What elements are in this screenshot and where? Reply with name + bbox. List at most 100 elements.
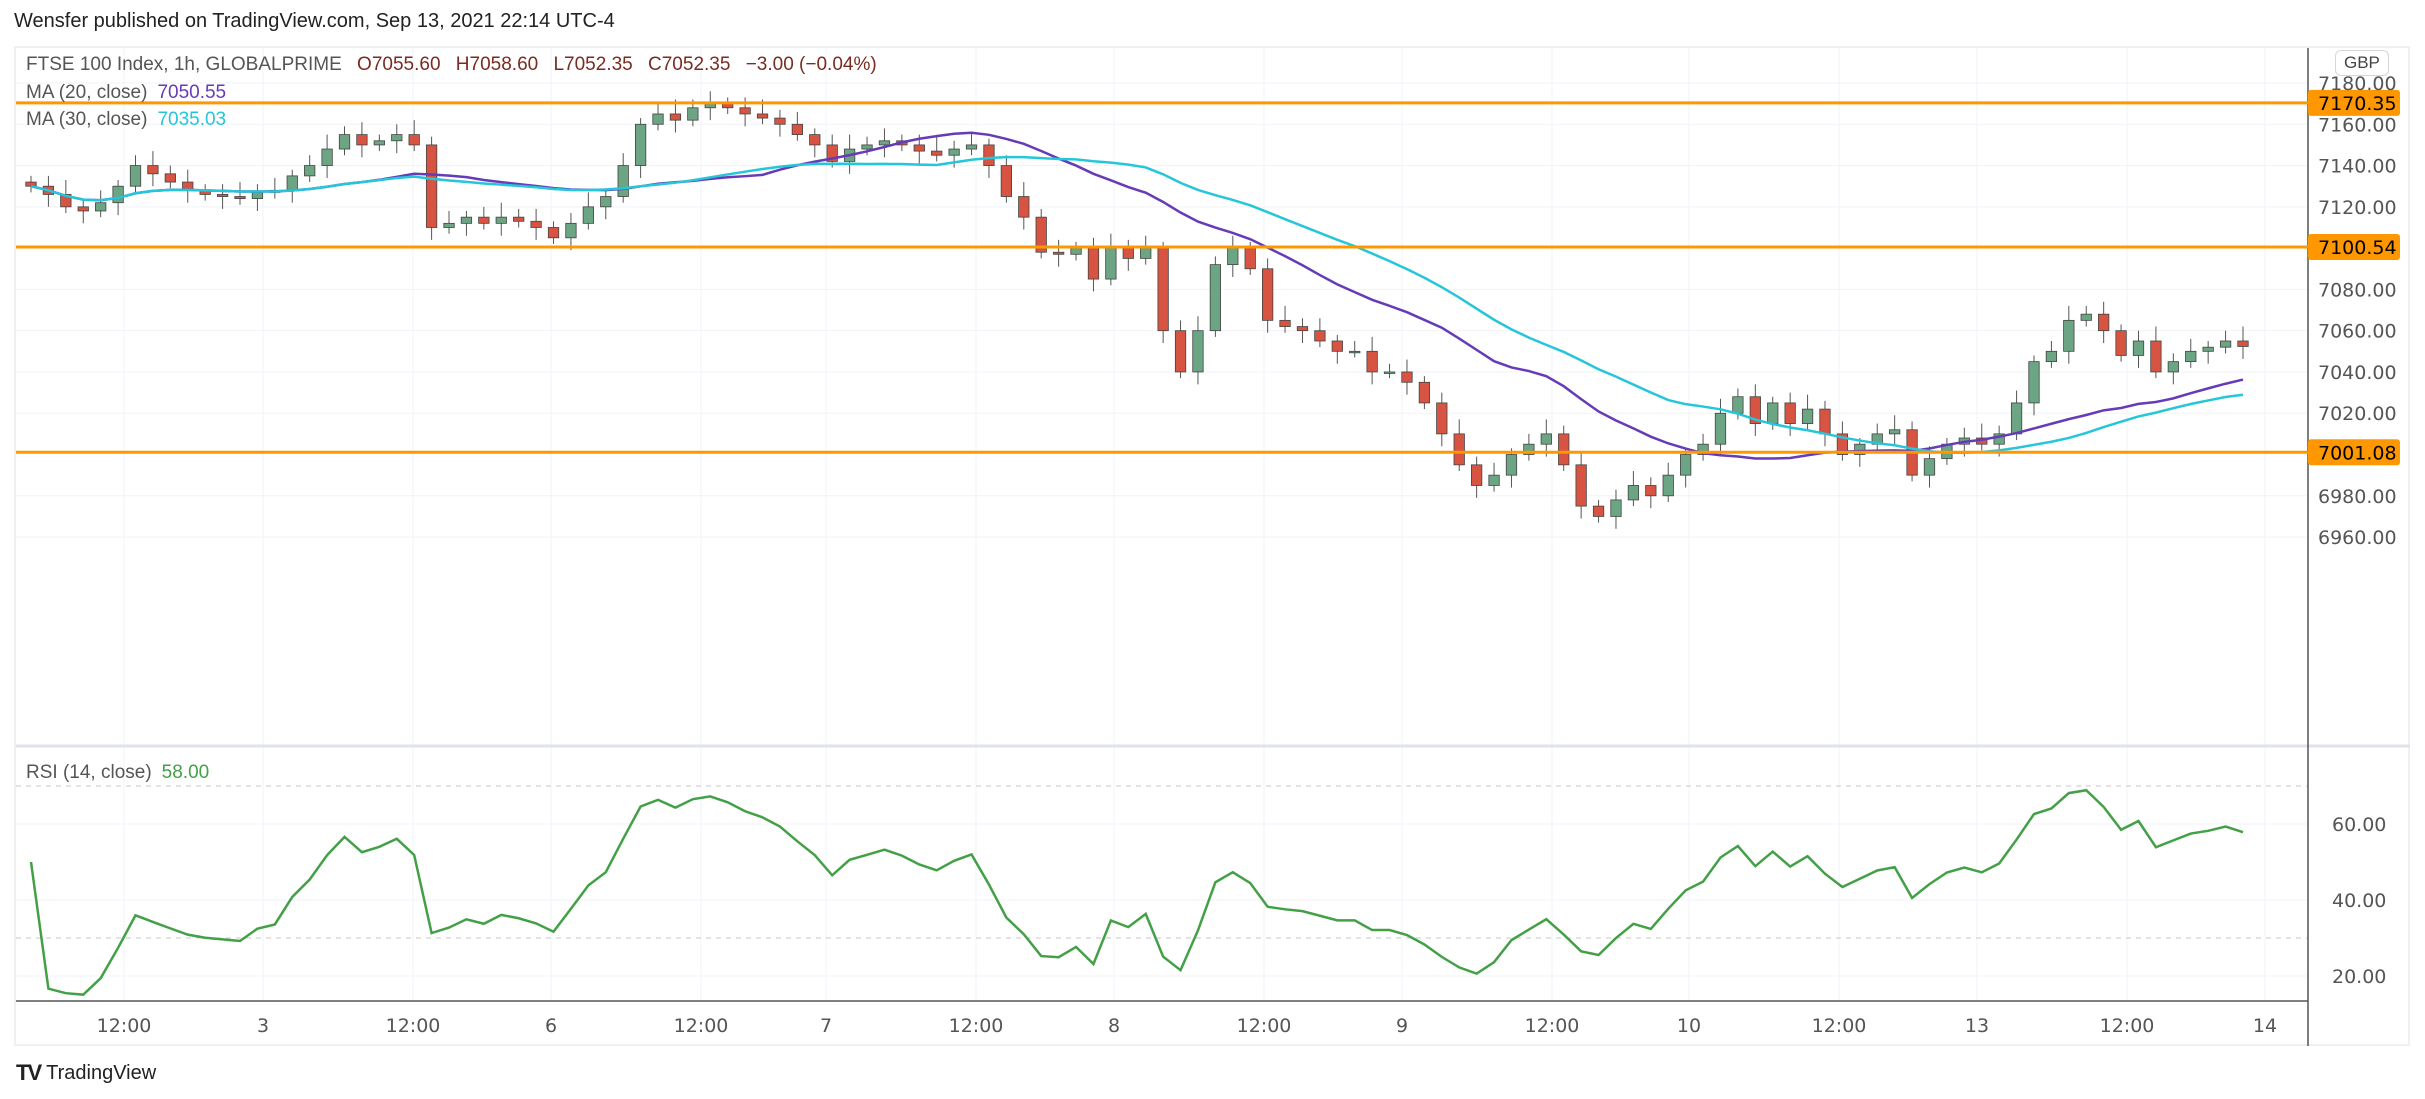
candle-up [1610, 499, 1622, 517]
price-tick-label: 7180.00 [2318, 73, 2397, 95]
ma30-legend[interactable]: MA (30, close) 7035.03 [26, 109, 236, 131]
time-tick-label: 10 [1677, 1015, 1701, 1037]
candle-down [1035, 216, 1047, 253]
candle-up [391, 134, 403, 142]
rsi-label: RSI (14, close) [26, 762, 152, 783]
candle-down [1331, 340, 1343, 352]
open-value: O7055.60 [357, 54, 441, 75]
rsi-value: 58.00 [161, 762, 210, 783]
candle-up [1993, 433, 2005, 445]
candle-up [2028, 361, 2040, 404]
candle-up [652, 113, 664, 125]
candle-up [1923, 458, 1936, 476]
published-caption: Wensfer published on TradingView.com, Se… [14, 10, 615, 32]
candle-up [2202, 346, 2214, 352]
candle-down [826, 144, 838, 162]
candle-up [1627, 485, 1640, 501]
currency-button[interactable]: GBP [2335, 50, 2389, 76]
candle-up [338, 134, 351, 150]
rsi-tick-label: 60.00 [2332, 814, 2386, 836]
candle-up [2219, 340, 2232, 348]
candle-up [1140, 247, 1152, 259]
price-tick-label: 7060.00 [2318, 321, 2397, 343]
candle-down [425, 144, 438, 228]
price-level-label: 7170.35 [2318, 93, 2397, 115]
price-tick-label: 7160.00 [2318, 114, 2397, 136]
candle-up [565, 222, 577, 239]
time-tick-label: 12:00 [1237, 1015, 1292, 1037]
symbol-name: FTSE 100 Index, 1h, GLOBALPRIME [26, 54, 342, 75]
candle-up [251, 191, 264, 199]
tradingview-logo-icon: TV [16, 1060, 42, 1085]
change-value: −3.00 (−0.04%) [745, 54, 877, 75]
candle-up [1070, 247, 1082, 255]
candle-down [1174, 330, 1187, 373]
candle-down [1262, 268, 1274, 321]
candle-up [321, 148, 333, 166]
time-tick-label: 9 [1396, 1015, 1408, 1037]
candle-down [1122, 247, 1134, 259]
candle-up [1680, 454, 1692, 476]
candle-up [1105, 247, 1117, 280]
tradingview-logo: TV TradingView [16, 1060, 156, 1086]
candle-down [1366, 350, 1378, 373]
candle-up [2132, 340, 2145, 356]
time-tick-label: 7 [820, 1015, 832, 1037]
candle-down [1436, 402, 1448, 435]
candle-up [1732, 396, 1744, 414]
candle-down [1592, 505, 1605, 517]
price-level-label: 7100.54 [2318, 237, 2397, 259]
candle-up [1662, 474, 1674, 497]
brand-name: TradingView [46, 1061, 157, 1084]
price-tick-label: 7140.00 [2318, 156, 2397, 178]
candle-down [1052, 251, 1065, 255]
candle-up [1889, 429, 1901, 435]
price-tick-label: 6980.00 [2318, 486, 2397, 508]
candle-down [809, 134, 821, 146]
low-value: L7052.35 [553, 54, 633, 75]
price-tick-label: 7080.00 [2318, 279, 2397, 301]
price-level-label: 7001.08 [2318, 442, 2397, 464]
price-tick-label: 7040.00 [2318, 362, 2397, 384]
time-tick-label: 13 [1965, 1015, 1989, 1037]
close-value: C7052.35 [648, 54, 731, 75]
candle-up [861, 144, 873, 150]
price-level-badge [2308, 89, 2400, 116]
candle-down [739, 107, 751, 115]
candle-up [2080, 313, 2092, 321]
ma30-label: MA (30, close) [26, 109, 148, 130]
candle-up [304, 165, 316, 177]
candle-down [234, 196, 246, 199]
time-tick-label: 12:00 [1525, 1015, 1580, 1037]
candle-up [2010, 402, 2023, 435]
candle-down [77, 206, 89, 212]
candle-down [513, 216, 525, 222]
ma30-line [30, 155, 2244, 454]
candle-down [478, 216, 490, 224]
candle-down [2115, 330, 2127, 356]
candle-down [1314, 330, 1326, 342]
candle-up [95, 202, 107, 212]
candle-down [1401, 371, 1413, 383]
candle-down [1575, 464, 1587, 507]
candle-up [1801, 408, 1814, 424]
time-tick-label: 12:00 [386, 1015, 441, 1037]
candle-up [1714, 412, 1727, 445]
candle-up [1540, 433, 1552, 445]
candle-down [1244, 247, 1256, 270]
candle-up [460, 216, 473, 224]
candle-down [2150, 340, 2162, 373]
symbol-legend: FTSE 100 Index, 1h, GLOBALPRIME O7055.60… [26, 54, 887, 76]
ma20-legend[interactable]: MA (20, close) 7050.55 [26, 82, 236, 104]
candle-down [25, 181, 37, 187]
candle-up [1697, 443, 1709, 455]
price-tick-label: 6960.00 [2318, 527, 2397, 549]
candle-up [617, 165, 629, 197]
price-level-badge [2308, 234, 2400, 261]
candle-down [1558, 433, 1570, 466]
rsi-line [29, 788, 2244, 996]
candle-up [1488, 474, 1500, 486]
rsi-legend[interactable]: RSI (14, close) 58.00 [26, 762, 219, 784]
ma20-value: 7050.55 [157, 82, 227, 103]
